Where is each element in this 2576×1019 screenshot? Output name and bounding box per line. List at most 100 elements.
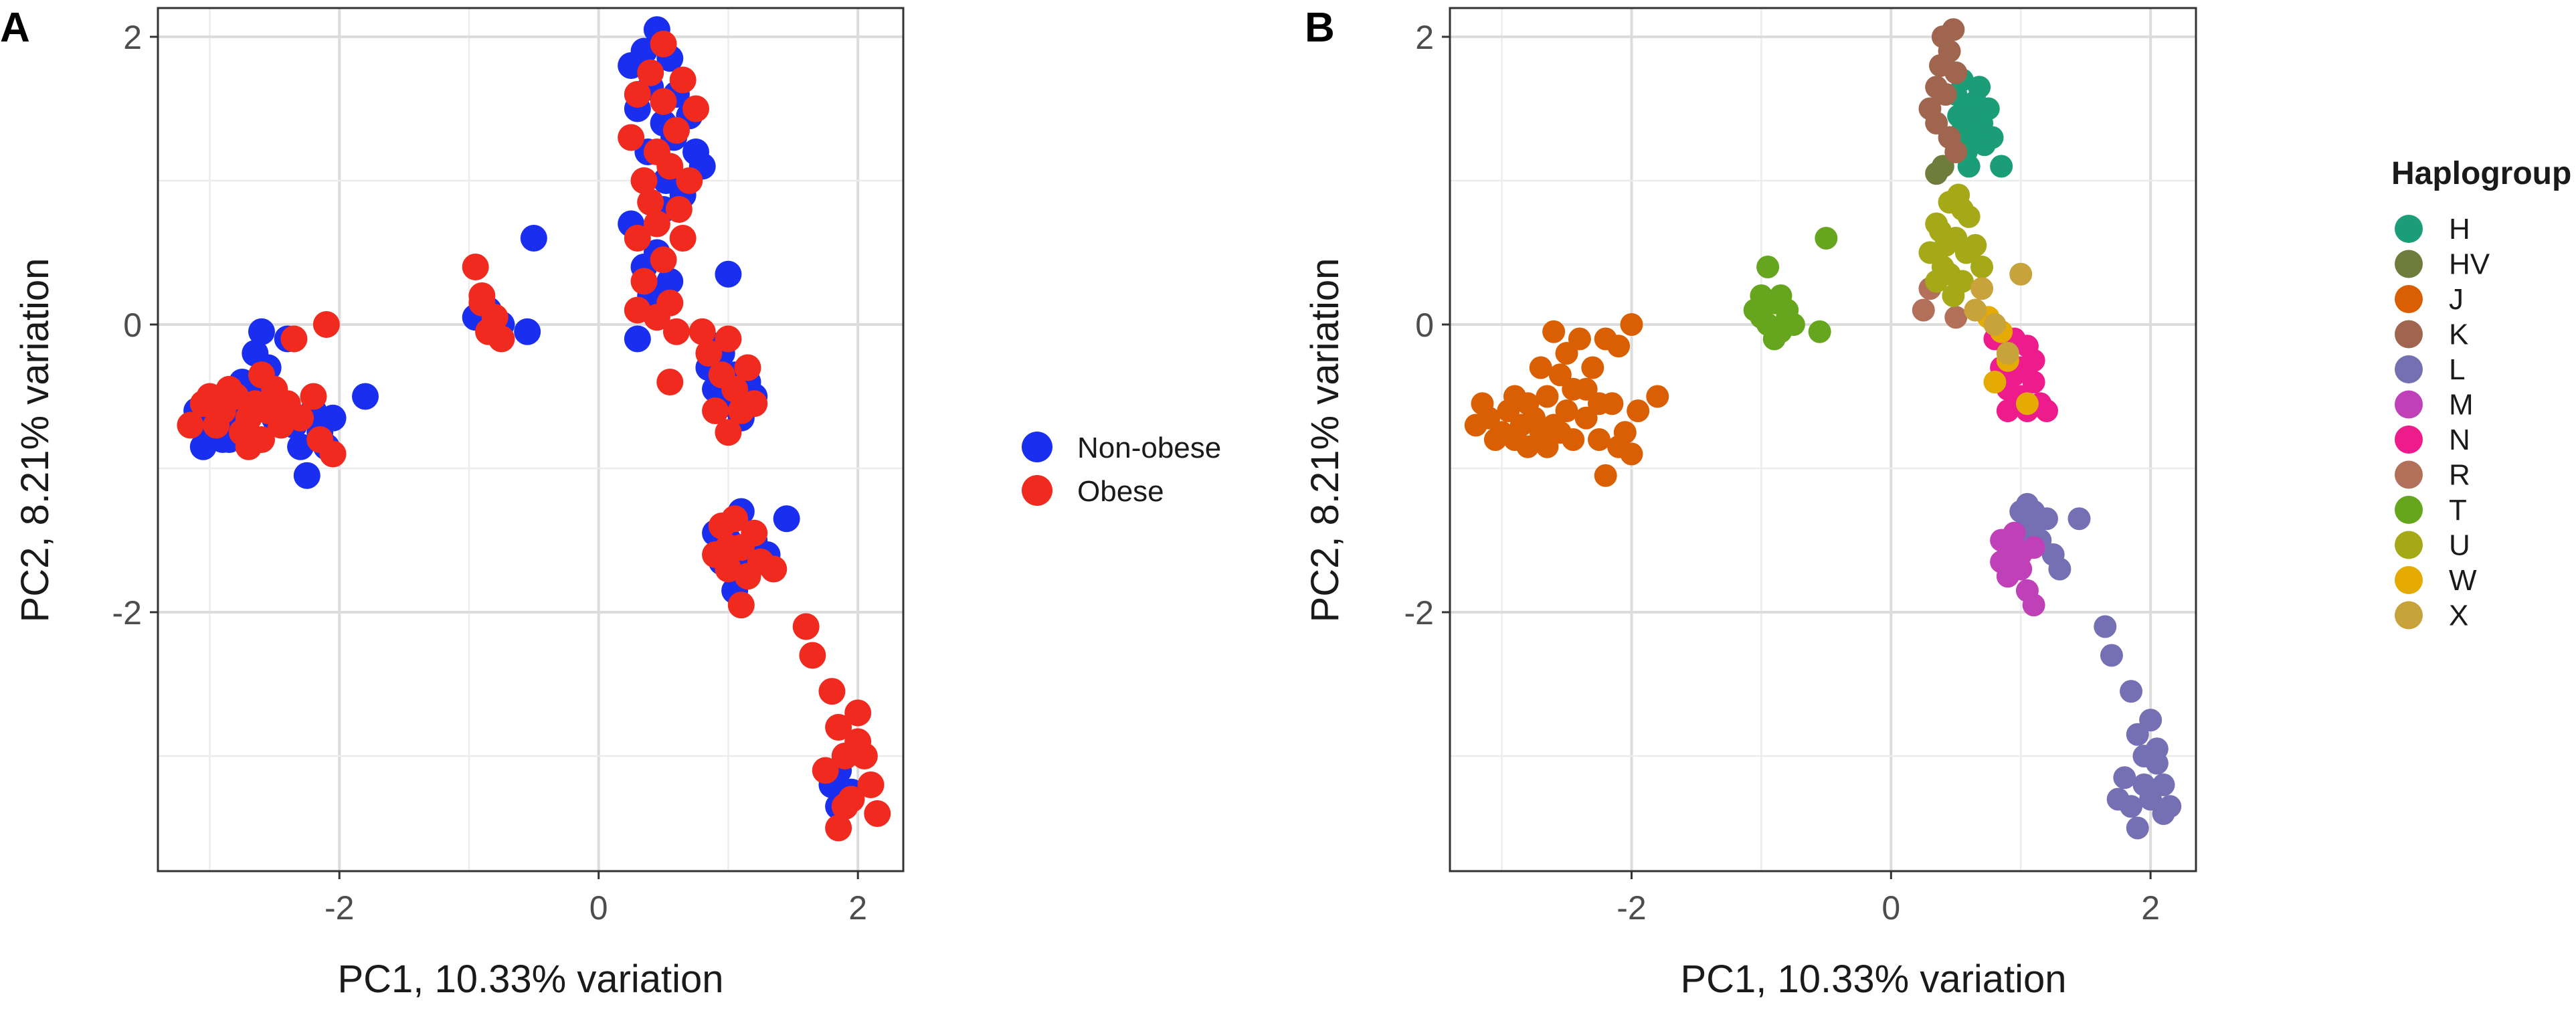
data-point: [1970, 256, 1994, 278]
data-point: [624, 325, 651, 353]
data-point: [669, 225, 697, 252]
panel-b-points: [1464, 18, 2182, 840]
data-point: [2158, 795, 2182, 818]
y-tick-label: 0: [1415, 306, 1434, 344]
data-point: [695, 340, 723, 367]
data-point: [650, 88, 677, 115]
data-point: [2022, 500, 2045, 523]
data-point: [2022, 536, 2045, 559]
data-point: [624, 225, 651, 252]
data-point: [1581, 356, 1604, 379]
data-point: [2094, 615, 2117, 638]
legend-title-haplogroup: Haplogroup: [2391, 156, 2571, 191]
data-point: [1928, 54, 1952, 77]
panel-b-x-axis-title: PC1, 10.33% variation: [1680, 957, 2066, 1001]
legend-item-m: M: [2395, 389, 2474, 422]
panel-a: A -2 0 2 -2 0 2 PC1, 10.33% variation PC2, 8.…: [0, 5, 1221, 1001]
legend-label: L: [2449, 353, 2465, 386]
panel-b-frame: [1449, 7, 2197, 872]
series-t: [1743, 227, 1838, 351]
data-point: [1776, 306, 1799, 329]
data-point: [215, 375, 243, 403]
panel-b: B -2 0 2 -2 0 2 PC1, 10.33% variation PC2, 8.…: [1303, 5, 2571, 1001]
data-point: [1808, 320, 1831, 343]
data-point: [1990, 550, 2013, 573]
legend-label: M: [2449, 389, 2474, 422]
data-point: [1983, 313, 2007, 336]
legend-item-u: U: [2395, 529, 2470, 562]
data-point: [715, 260, 742, 288]
data-point: [1942, 18, 1965, 41]
legend-key: [2395, 320, 2423, 349]
legend-item-t: T: [2395, 494, 2467, 527]
data-point: [280, 325, 308, 353]
data-point: [650, 30, 677, 58]
panel-b-ticks: -2 0 2 -2 0 2: [1404, 19, 2160, 927]
data-point: [2120, 680, 2143, 703]
series-m: [1990, 521, 2045, 617]
data-point: [1996, 399, 2019, 422]
data-point: [1516, 435, 1540, 458]
data-point: [630, 268, 658, 295]
data-point: [665, 196, 693, 223]
data-point: [715, 534, 742, 561]
data-point: [293, 462, 320, 489]
data-point: [2009, 262, 2033, 286]
data-point: [1964, 298, 1987, 322]
data-point: [2106, 788, 2130, 811]
legend-label-non-obese: Non-obese: [1077, 432, 1221, 464]
data-point: [1950, 198, 1974, 221]
legend-key: [2395, 215, 2423, 243]
data-point: [312, 311, 340, 338]
legend-item-hv: HV: [2395, 248, 2490, 281]
data-point: [682, 95, 710, 122]
panel-a-ticks: -2 0 2 -2 0 2: [112, 19, 868, 927]
data-point: [831, 793, 858, 820]
legend-label: R: [2449, 459, 2470, 492]
data-point: [1555, 342, 1578, 365]
data-point: [177, 411, 204, 439]
panel-b-label: B: [1305, 5, 1335, 51]
data-point: [656, 268, 684, 295]
data-point: [488, 325, 515, 353]
data-point: [1756, 256, 1780, 278]
data-point: [702, 397, 729, 424]
series-x: [1964, 262, 2033, 365]
legend-key: [2395, 426, 2423, 454]
data-point: [1983, 371, 2007, 393]
y-tick-label: -2: [1404, 594, 1434, 632]
data-point: [1529, 356, 1552, 379]
data-point: [2035, 399, 2058, 422]
panel-a-legend: Non-obese Obese: [1022, 432, 1221, 508]
data-point: [662, 318, 690, 345]
data-point: [715, 419, 742, 446]
legend-key: [2395, 390, 2423, 419]
data-point: [2015, 335, 2039, 358]
panel-a-x-axis-title: PC1, 10.33% variation: [337, 957, 723, 1001]
data-point: [1613, 421, 1637, 444]
data-point: [351, 383, 379, 410]
data-point: [637, 59, 664, 86]
data-point: [1555, 399, 1578, 422]
data-point: [248, 361, 275, 389]
legend-key: [2395, 531, 2423, 559]
data-point: [857, 771, 885, 798]
data-point: [1503, 385, 1526, 408]
data-point: [1607, 335, 1631, 358]
legend-key: [2395, 496, 2423, 524]
data-point: [520, 225, 547, 252]
data-point: [721, 505, 749, 533]
panel-a-frame: [157, 7, 905, 872]
data-point: [812, 757, 839, 784]
data-point: [2145, 751, 2169, 775]
data-point: [300, 383, 327, 410]
y-tick-label: -2: [112, 594, 142, 632]
legend-key: [2395, 566, 2423, 594]
data-point: [1536, 435, 1559, 458]
data-point: [1769, 284, 1792, 307]
legend-item-l: L: [2395, 353, 2465, 386]
data-point: [792, 613, 820, 640]
